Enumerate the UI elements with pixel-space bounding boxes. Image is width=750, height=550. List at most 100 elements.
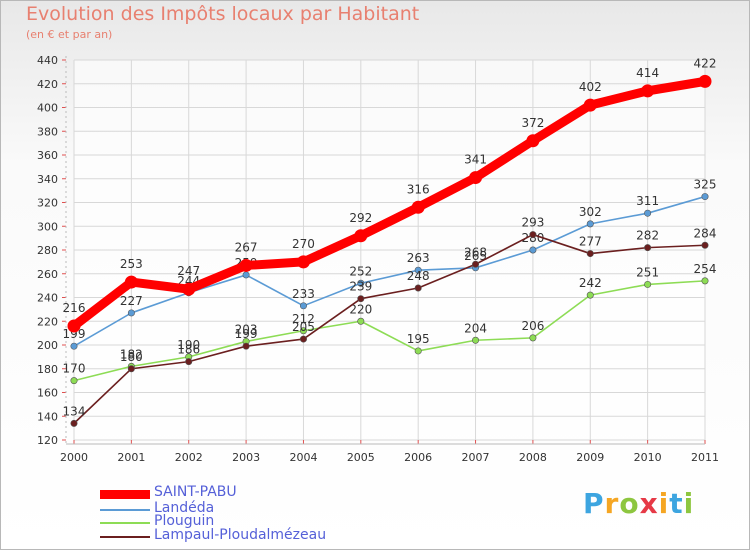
legend-swatch: [100, 522, 150, 524]
data-label: 251: [636, 265, 659, 279]
data-label: 199: [63, 327, 86, 341]
data-label: 203: [235, 322, 258, 336]
data-point: [299, 327, 307, 335]
data-label: 268: [464, 245, 487, 259]
legend-label: Lampaul-Ploudalmézeau: [154, 527, 327, 543]
data-label: 212: [292, 312, 315, 326]
data-label: 311: [636, 194, 659, 208]
x-tick-label: 2004: [289, 451, 317, 464]
data-label: 134: [63, 404, 86, 418]
y-tick-label: 320: [37, 197, 58, 210]
logo-letter: P: [583, 487, 605, 520]
data-point: [242, 342, 250, 350]
data-point: [529, 246, 537, 254]
logo-letter: t: [669, 487, 684, 520]
data-point: [644, 209, 652, 217]
y-tick-label: 280: [37, 244, 58, 257]
legend-swatch: [100, 509, 150, 511]
series-line-land-da: [73, 195, 706, 347]
logo-letter: i: [683, 487, 695, 520]
x-tick-label: 2001: [117, 451, 145, 464]
legend-swatch: [100, 489, 150, 499]
data-point: [701, 241, 709, 249]
proxiti-logo: Proxiti: [583, 487, 694, 520]
data-point: [701, 193, 709, 201]
x-tick-label: 2002: [175, 451, 203, 464]
data-point: [586, 250, 594, 258]
data-label: 190: [177, 338, 200, 352]
y-tick-label: 160: [37, 387, 58, 400]
data-point: [242, 271, 250, 279]
data-point: [299, 335, 307, 343]
data-point: [469, 171, 483, 185]
data-point: [644, 280, 652, 288]
data-label: 270: [292, 237, 315, 251]
legend-label: Landéda: [154, 500, 215, 516]
y-tick-label: 220: [37, 315, 58, 328]
legend-label: Plouguin: [154, 513, 215, 529]
data-label: 302: [579, 205, 602, 219]
data-label: 242: [579, 276, 602, 290]
logo-letter: r: [604, 487, 620, 520]
y-tick-label: 180: [37, 363, 58, 376]
series-line-lampaul-ploudalm-zeau: [73, 233, 706, 425]
data-label: 199: [235, 327, 258, 341]
data-point: [127, 309, 135, 317]
data-point: [67, 319, 81, 333]
data-label: 247: [177, 264, 200, 278]
data-point: [586, 220, 594, 228]
data-point: [411, 200, 425, 214]
x-tick-label: 2010: [634, 451, 662, 464]
y-tick-label: 140: [37, 410, 58, 423]
data-label: 182: [120, 347, 143, 361]
y-tick-label: 360: [37, 149, 58, 162]
y-tick-label: 340: [37, 173, 58, 186]
data-point: [124, 275, 138, 289]
data-label: 265: [464, 249, 487, 263]
data-point: [641, 84, 655, 98]
data-label: 277: [579, 235, 602, 249]
data-point: [70, 419, 78, 427]
data-label: 216: [63, 301, 86, 315]
data-label: 205: [292, 320, 315, 334]
y-tick-label: 260: [37, 268, 58, 281]
x-tick-label: 2009: [576, 451, 604, 464]
data-point: [472, 260, 480, 268]
y-tick-label: 400: [37, 102, 58, 115]
data-point: [698, 74, 712, 88]
data-point: [299, 302, 307, 310]
series-line-plouguin: [73, 280, 706, 382]
y-tick-label: 240: [37, 292, 58, 305]
legend-swatch: [100, 536, 150, 538]
x-tick-label: 2011: [691, 451, 719, 464]
data-point: [185, 358, 193, 366]
legend-label: SAINT-PABU: [154, 484, 237, 500]
data-point: [472, 336, 480, 344]
y-tick-label: 380: [37, 125, 58, 138]
data-point: [529, 334, 537, 342]
data-label: 233: [292, 287, 315, 301]
y-tick-label: 120: [37, 434, 58, 447]
data-label: 252: [349, 264, 372, 278]
data-label: 292: [349, 211, 372, 225]
data-point: [296, 255, 310, 269]
chart-subtitle: (en € et par an): [26, 28, 113, 41]
data-point: [414, 266, 422, 274]
data-label: 206: [521, 319, 544, 333]
data-point: [70, 342, 78, 350]
data-point: [583, 98, 597, 112]
data-label: 316: [407, 182, 430, 196]
x-tick-label: 2003: [232, 451, 260, 464]
data-label: 284: [694, 226, 717, 240]
data-point: [414, 347, 422, 355]
data-point: [70, 377, 78, 385]
data-point: [529, 231, 537, 239]
data-label: 402: [579, 80, 602, 94]
x-tick-label: 2005: [347, 451, 375, 464]
data-label: 204: [464, 321, 487, 335]
data-label: 422: [694, 56, 717, 70]
data-label: 170: [63, 362, 86, 376]
data-label: 372: [521, 116, 544, 130]
logo-letter: i: [658, 487, 670, 520]
